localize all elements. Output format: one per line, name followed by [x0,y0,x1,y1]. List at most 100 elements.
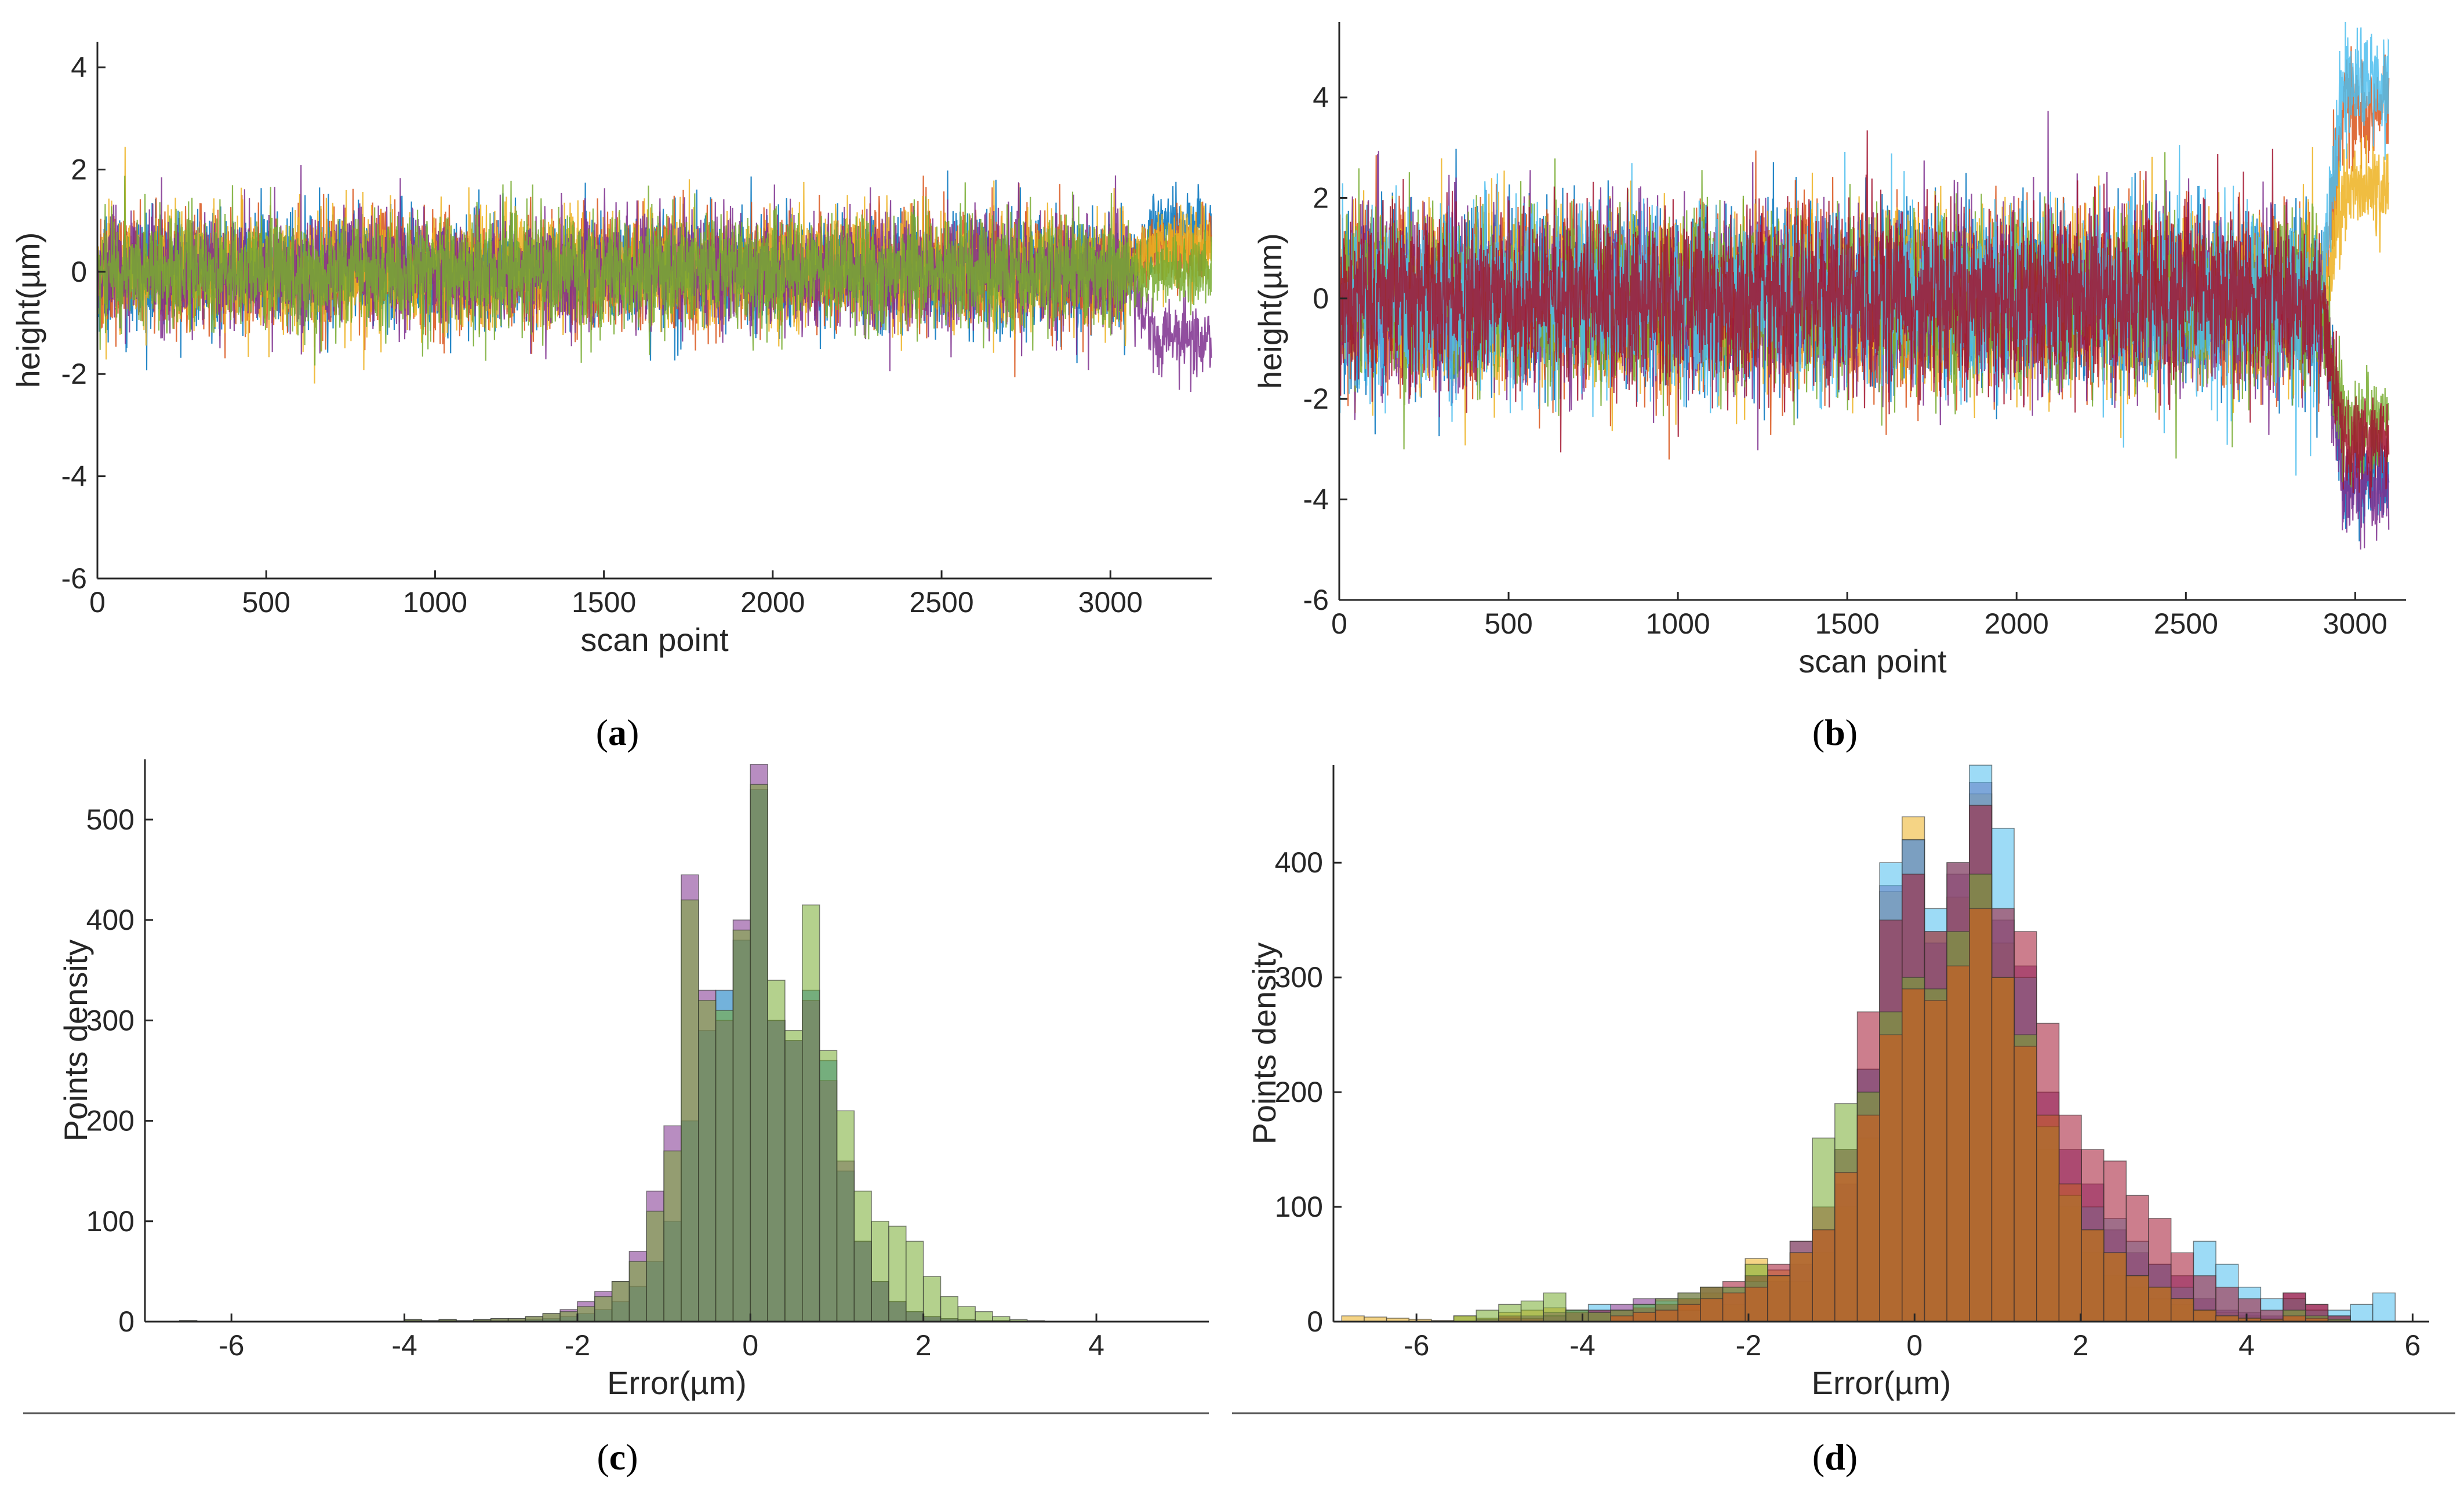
histogram-bar [1767,1275,1791,1322]
histogram-bar [750,784,768,1322]
y-tick-label: 400 [1275,846,1323,879]
histogram-bar [594,1296,613,1322]
y-tick-label: -4 [1303,483,1329,516]
x-tick-label: 1500 [572,586,636,618]
y-tick-label: 4 [71,51,87,83]
histogram-bar [2103,1252,2127,1322]
y-tick-label: 400 [86,904,135,936]
panel-c-histogram: -6 -4 -2 0 2 4 0 100 200 300 400 500 Error(µm) Poi… [57,759,1209,1401]
x-tick-label: 2 [915,1329,932,1362]
histogram-bar [1969,908,1993,1322]
y-tick-label: 300 [86,1004,135,1036]
histogram-bar [1498,1304,1522,1322]
histogram-series-3 [179,784,1045,1322]
y-tick-label: 4 [1313,81,1329,114]
panel-b-y-label: height(µm) [1252,233,1288,389]
y-tick-label: 2 [1313,181,1329,214]
histogram-bar [906,1240,924,1322]
panel-d-x-label: Error(µm) [1812,1365,1951,1401]
x-tick-label: 3000 [2323,607,2387,640]
caption-d: (d) [1812,1436,1858,1478]
y-tick-label: 200 [1275,1076,1323,1108]
panel-b-x-ticks: 0 500 1000 1500 2000 2500 3000 [1331,592,2387,640]
y-tick-label: 200 [86,1105,135,1137]
histogram-bar [663,1150,682,1322]
histogram-bar [975,1311,993,1322]
panel-d-histogram: -6 -4 -2 0 2 4 6 0 100 200 300 400 Error(µm) Point… [1246,765,2429,1401]
histogram-bar [2014,1046,2037,1322]
x-tick-label: -6 [1404,1329,1429,1362]
y-tick-label: -4 [61,460,87,493]
x-tick-label: 0 [89,586,106,618]
caption-b: (b) [1812,712,1858,753]
y-tick-label: 0 [1307,1305,1323,1338]
y-tick-label: 0 [118,1305,135,1338]
panel-c-x-label: Error(µm) [607,1365,747,1401]
x-tick-label: 1500 [1815,607,1880,640]
histogram-bar [922,1276,942,1322]
histogram-bar [2081,1229,2105,1322]
x-tick-label: -4 [391,1329,417,1362]
histogram-bar [2036,1114,2060,1322]
x-tick-label: -4 [1569,1329,1595,1362]
y-tick-label: 300 [1275,961,1323,994]
histogram-bar [940,1296,959,1322]
histogram-bar [1879,1034,1903,1322]
x-tick-label: 1000 [403,586,467,618]
histogram-bar [767,980,786,1322]
histogram-bar [1543,1292,1567,1322]
panel-b-plot-area [1338,21,2390,550]
x-tick-label: 500 [1484,607,1532,640]
y-tick-label: -2 [61,358,87,390]
histogram-bar [732,929,751,1322]
x-tick-label: 0 [1331,607,1347,640]
x-tick-label: 2 [2073,1329,2089,1362]
histogram-bar [1924,1000,1947,1322]
y-tick-label: 0 [1313,282,1329,315]
histogram-bar [1633,1312,1656,1322]
histogram-bar [1587,1312,1612,1322]
histogram-bar [1565,1309,1589,1322]
histogram-bar [1655,1309,1678,1322]
histogram-bar [698,999,717,1322]
x-tick-label: 4 [2238,1329,2255,1362]
histogram-bar [819,1050,838,1322]
histogram-bar [1856,1114,1880,1322]
histogram-bar [871,1221,889,1322]
histogram-bar [1789,1252,1813,1322]
panel-c-y-label: Points density [57,940,94,1142]
panel-d-plot-area [1341,765,2396,1322]
histogram-bar [1902,988,1925,1322]
x-tick-label: 3000 [1078,586,1143,618]
histogram-bar [957,1306,976,1322]
caption-a: (a) [596,712,639,753]
y-tick-label: 100 [1275,1191,1323,1223]
panel-b-x-label: scan point [1798,643,1947,679]
y-tick-label: 500 [86,803,135,836]
histogram-bar [836,1110,855,1322]
histogram-bar [611,1280,630,1322]
x-tick-label: 2000 [740,586,805,618]
histogram-bar [715,1010,734,1322]
series-line-5 [96,176,1212,366]
panel-a-x-label: scan point [580,621,729,658]
series-line-7 [1338,130,2390,499]
x-tick-label: 2000 [1985,607,2049,640]
histogram-bar [559,1311,578,1322]
panel-b-y-ticks: -6 -4 -2 0 2 4 [1303,81,1347,616]
histogram-bar [853,1191,872,1322]
panel-a-plot-area [96,147,1212,392]
panel-d-y-label: Points density [1246,943,1282,1145]
y-tick-label: 100 [86,1205,135,1238]
panel-d-y-ticks: 0 100 200 300 400 [1275,846,1342,1338]
histogram-bar [784,1029,803,1322]
x-tick-label: 500 [242,586,290,618]
x-tick-label: 0 [742,1329,758,1362]
y-tick-label: -6 [61,562,87,595]
panel-c-y-ticks: 0 100 200 300 400 500 [86,803,153,1338]
panel-c-x-ticks: -6 -4 -2 0 2 4 [219,1314,1104,1362]
histogram-bar [2148,1286,2172,1322]
histogram-bar [1700,1298,1724,1322]
x-tick-label: 2500 [2154,607,2218,640]
